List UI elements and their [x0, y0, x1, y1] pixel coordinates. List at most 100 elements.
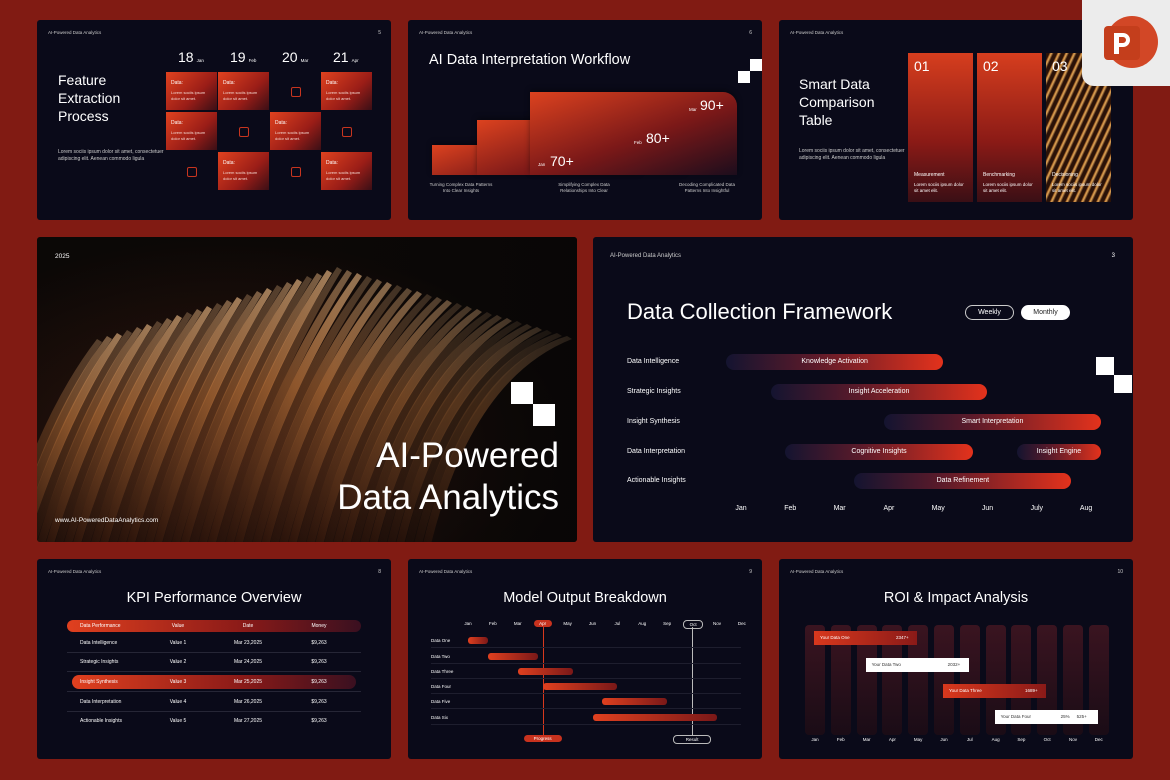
column-bg [934, 625, 954, 735]
month-label: Feb [784, 505, 797, 512]
column-bg [1088, 625, 1109, 735]
table-cell: Mar 27,2025 [233, 718, 263, 724]
month-label: Apr [883, 505, 895, 512]
row-divider [67, 671, 361, 672]
table-cell: Strategic Insights [80, 659, 119, 665]
column: 02 Benchmarking Lorem sociis ipsum dolor s… [977, 53, 1042, 202]
column-bg [830, 625, 851, 735]
gantt-bar: Insight Acceleration [770, 384, 988, 400]
stat-month: Feb [634, 140, 642, 145]
month-label: Sep [663, 621, 672, 626]
body: Lorem sociis ipsum dolor sit amet, conse… [799, 148, 905, 161]
card-text: Lorem sociis ipsum dolor sit amet. [275, 130, 310, 141]
gantt-bar: Data Refinement [854, 473, 1072, 489]
column-label: Benchmarking [983, 172, 1015, 178]
card-label: Data: [275, 120, 287, 126]
column-bg [959, 625, 980, 735]
slide-number: 8 [378, 569, 381, 575]
card-text: Lorem sociis ipsum dolor sit amet. [326, 90, 361, 101]
gantt-bar [602, 698, 668, 705]
icon [291, 167, 301, 177]
column-text: Lorem sociis ipsum dolor sit amet elit. [1052, 182, 1102, 193]
row-label: Data One [431, 638, 451, 643]
slide-header: AI-Powered Data Analytics [48, 30, 102, 35]
slide-number: 10 [1117, 569, 1123, 575]
month-label: Dec [1094, 737, 1103, 742]
caption: Simplifying Complex Data Relationships I… [558, 182, 610, 193]
row-divider [431, 647, 741, 648]
slide-number: 9 [749, 569, 752, 575]
slide: AI-Powered Data Analytics 6 AI Data Interp… [408, 20, 762, 220]
month-label: Aug [1079, 505, 1093, 512]
roi-label: Your Data Four 25% 525+ [994, 710, 1098, 724]
column-label: Measurement [914, 172, 945, 178]
row-label: Data Five [431, 699, 451, 704]
bar-label: Insight Engine [1036, 448, 1082, 455]
stat-value: 70+ [550, 153, 574, 169]
table-cell: Mar 26,2025 [233, 699, 263, 705]
title: AI Data Interpretation Workflow [429, 52, 631, 68]
date: 20 Mar [282, 49, 308, 65]
body: Lorem sociis ipsum dolor sit amet, conse… [58, 149, 164, 162]
toggle[interactable]: Weekly [965, 305, 1014, 320]
url: www.AI-PoweredDataAnalytics.com [55, 517, 159, 524]
white-square [533, 404, 555, 426]
month: Jan [196, 58, 204, 63]
table-cell: Value 1 [169, 640, 187, 646]
month-label: May [913, 737, 923, 742]
month-label: Apr [888, 737, 896, 742]
card: Data: Lorem sociis ipsum dolor sit amet. [321, 72, 372, 110]
row-label: Data Six [431, 715, 449, 720]
day: 20 [282, 49, 298, 65]
roi-label: Your Data Three 1689+ [943, 684, 1046, 698]
day: 19 [230, 49, 246, 65]
table-cell: Mar 23,2025 [233, 640, 263, 646]
slide: AI-Powered Data Analytics 3 Data Collectio… [593, 237, 1133, 542]
month-label: Jun [981, 505, 994, 512]
row-label: Data Intelligence [627, 358, 680, 365]
item-label: Your Data One [820, 635, 850, 640]
bar-label: Knowledge Activation [801, 358, 868, 365]
card-label: Data: [171, 120, 183, 126]
table-cell: Data Interpretation [80, 699, 122, 705]
table-cell: Value 5 [169, 718, 187, 724]
month: Apr [351, 58, 359, 63]
table-header: Data Performance [80, 623, 121, 629]
month-label: Jul [966, 737, 973, 742]
month-label: May [931, 505, 945, 512]
slide-header: AI-Powered Data Analytics [790, 30, 844, 35]
slide: AI-Powered Data Analytics 5 Feature Extrac… [37, 20, 391, 220]
row-divider [431, 678, 741, 679]
roi-label: Your Data One 2347+ [814, 631, 917, 645]
card-label: Data: [223, 160, 235, 166]
toggle[interactable]: Monthly [1021, 305, 1070, 320]
table-header: Value [171, 623, 185, 629]
month-label: Jul [614, 621, 621, 626]
table-cell: $9,263 [311, 718, 327, 724]
slide: 2025 AI-Powered Data Analytics www.AI-Powe… [37, 237, 577, 542]
row-divider [67, 652, 361, 653]
date: 19 Feb [230, 49, 256, 65]
row-label: Data Four [431, 684, 452, 689]
month-label: Mar [862, 737, 871, 742]
table-cell: Data Intelligence [80, 640, 118, 646]
bar-label: Data Refinement [936, 477, 990, 484]
row-label: Data Two [431, 654, 450, 659]
month-label: Mar [833, 505, 846, 512]
month-label: Nov [1068, 737, 1077, 742]
icon [342, 127, 352, 137]
app-icon [1082, 0, 1170, 86]
item-label: Your Data Three [949, 688, 982, 693]
gantt-bar [468, 637, 488, 644]
table-cell: Value 4 [169, 699, 187, 705]
row-label: Data Interpretation [627, 448, 685, 455]
slide: AI-Powered Data Analytics 9 Model Output B… [408, 559, 762, 759]
marker-line [542, 627, 544, 736]
item-value: 1689+ [1025, 688, 1038, 693]
month-label: Jun [940, 737, 948, 742]
white-square [1096, 357, 1114, 375]
gantt-bar [487, 653, 538, 660]
icon [291, 87, 301, 97]
column-bg [908, 625, 929, 735]
